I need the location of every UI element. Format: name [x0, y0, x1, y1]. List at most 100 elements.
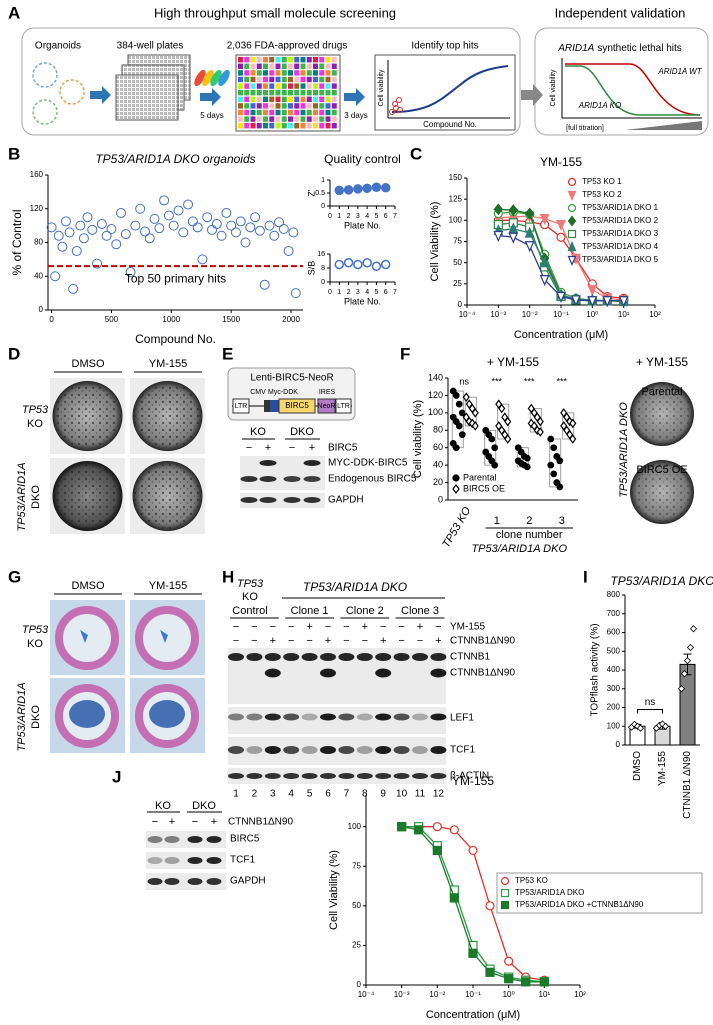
x-tick-label: 3 — [356, 213, 360, 220]
well — [288, 109, 293, 116]
label: − — [289, 442, 295, 454]
point — [64, 227, 75, 238]
well — [288, 63, 293, 69]
x-group-label: clone number — [496, 529, 563, 541]
colony-texture — [632, 384, 692, 444]
organoid-ring — [55, 606, 119, 670]
colony-texture — [134, 383, 201, 449]
legend-label: TP53/ARID1A DKO 5 — [582, 255, 659, 264]
y-tick-label: 600 — [607, 628, 621, 637]
well — [313, 70, 318, 76]
point — [362, 183, 372, 194]
colony-texture — [54, 383, 121, 449]
point — [226, 220, 237, 231]
well — [256, 109, 262, 116]
marker — [550, 444, 558, 452]
annotation: *** — [524, 376, 535, 386]
x-tick-label: YM-155 — [657, 751, 668, 786]
y-tick-label: 40 — [34, 271, 43, 280]
point — [116, 207, 127, 218]
point — [111, 239, 122, 250]
blot-band — [264, 746, 281, 754]
y-tick-label: 100 — [428, 407, 443, 417]
x-tick-label: 10² — [649, 310, 661, 319]
label: + YM-155 — [636, 355, 688, 369]
point — [221, 207, 232, 218]
y-tick-label: 125 — [449, 194, 463, 203]
well — [288, 123, 293, 129]
legend-label: TP53/ARID1A DKO 1 — [582, 203, 659, 212]
label: YM-155 — [149, 580, 188, 592]
well — [263, 116, 268, 122]
well — [319, 70, 325, 76]
point — [135, 203, 146, 214]
label: GAPDH — [328, 495, 364, 506]
label: − — [246, 442, 252, 454]
x-axis-label: Plate No. — [344, 220, 381, 230]
well — [269, 96, 275, 102]
y-tick-label: 800 — [607, 590, 621, 599]
point — [50, 271, 61, 282]
y-tick-label: 500 — [607, 646, 621, 655]
label: Endogenous BIRC5 — [328, 474, 417, 485]
label: TP53/ARID1A DKO — [303, 580, 407, 594]
marker — [452, 392, 460, 399]
panel-letter: D — [8, 344, 20, 363]
marker — [571, 295, 581, 307]
label: KO — [27, 418, 43, 430]
x-tick-label: 10⁻³ — [490, 310, 506, 319]
well — [275, 116, 281, 122]
organoid-ring — [135, 606, 199, 670]
chart-title: YM-155 — [452, 774, 494, 788]
point — [661, 722, 670, 730]
x-tick-label: 6 — [384, 213, 388, 220]
shape — [278, 398, 316, 414]
y-axis-label: Cell Viability (%) — [328, 850, 340, 930]
x-tick-label: 2000 — [282, 315, 300, 324]
x-tick-label: 500 — [105, 315, 119, 324]
label: Control — [232, 605, 267, 617]
well — [250, 83, 256, 89]
y-axis-label: S/B — [306, 261, 316, 276]
blot-band — [320, 713, 336, 721]
hit — [392, 101, 398, 107]
point — [202, 212, 213, 223]
y-tick-label: 0 — [438, 494, 443, 504]
well — [269, 83, 275, 89]
x-tick-label: 10¹ — [618, 310, 630, 319]
well — [250, 109, 256, 116]
well — [294, 63, 300, 69]
point — [283, 245, 294, 256]
wedge — [625, 121, 702, 130]
y-tick-label: 0 — [321, 203, 325, 210]
label: 8 — [362, 789, 368, 800]
label: + — [211, 816, 217, 828]
x-tick-label: TP53 KO — [440, 505, 473, 551]
y-tick-label: 200 — [607, 703, 621, 712]
arrow — [344, 88, 365, 106]
marker — [524, 226, 535, 238]
marker — [455, 400, 463, 408]
legend-marker — [567, 241, 577, 252]
x-tick-label: 10⁻² — [522, 310, 538, 319]
marker — [547, 461, 555, 469]
marker — [539, 256, 550, 268]
y-tick-label: 120 — [428, 390, 443, 400]
shape — [115, 74, 179, 121]
legend-label: TP53/ARID1A DKO 4 — [582, 242, 659, 251]
x-tick-label: 10⁰ — [586, 310, 598, 319]
y-tick-label: 60 — [433, 442, 443, 452]
point — [290, 288, 301, 299]
label: − — [380, 621, 386, 633]
point — [677, 685, 686, 693]
well — [313, 83, 318, 89]
blot-band — [412, 653, 428, 661]
well — [281, 90, 287, 96]
label: Compound No. — [423, 120, 477, 129]
legend-marker — [567, 190, 577, 201]
well — [275, 103, 281, 109]
blot-band — [301, 773, 318, 779]
well — [269, 63, 275, 69]
blot-band — [164, 836, 180, 843]
